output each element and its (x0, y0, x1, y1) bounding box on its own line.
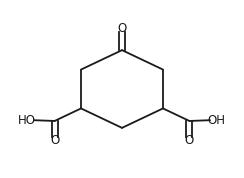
Text: O: O (50, 134, 59, 147)
Text: HO: HO (18, 114, 36, 127)
Text: OH: OH (208, 114, 226, 127)
Text: O: O (117, 22, 127, 35)
Text: O: O (185, 134, 194, 147)
